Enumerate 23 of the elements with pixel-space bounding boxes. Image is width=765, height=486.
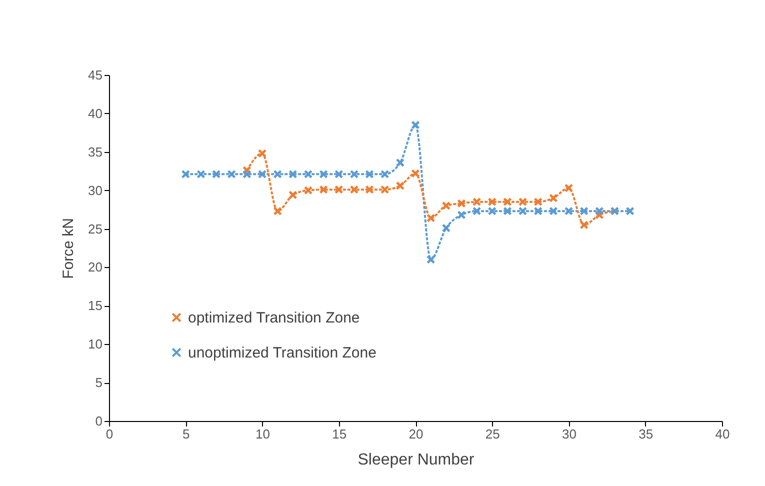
- y-tick-label: 40: [88, 106, 102, 121]
- legend-label: unoptimized Transition Zone: [188, 344, 376, 362]
- x-tick-label: 15: [332, 426, 347, 442]
- y-tick-label: 15: [88, 298, 102, 314]
- y-tick-label: 30: [88, 182, 102, 198]
- x-tick-label: 30: [562, 426, 576, 442]
- y-axis-title: Force kN: [60, 218, 78, 279]
- x-tick-label: 0: [106, 426, 114, 442]
- y-tick-label: 5: [95, 375, 102, 390]
- y-tick-label: 0: [95, 414, 102, 428]
- x-tick-label: 10: [256, 426, 270, 442]
- y-tick-label: 20: [88, 260, 102, 275]
- x-tick-label: 35: [638, 426, 654, 442]
- x-tick-label: 20: [408, 426, 424, 442]
- y-tick-label: 25: [88, 221, 102, 236]
- x-tick-label: 25: [485, 426, 500, 442]
- legend-label: optimized Transition Zone: [188, 310, 360, 326]
- y-tick-label: 45: [88, 68, 102, 82]
- x-tick-label: 5: [182, 426, 190, 442]
- y-tick-label: 10: [88, 336, 102, 352]
- y-tick-label: 35: [88, 144, 102, 160]
- x-tick-label: 40: [715, 426, 730, 442]
- x-axis-title: Sleeper Number: [358, 452, 475, 468]
